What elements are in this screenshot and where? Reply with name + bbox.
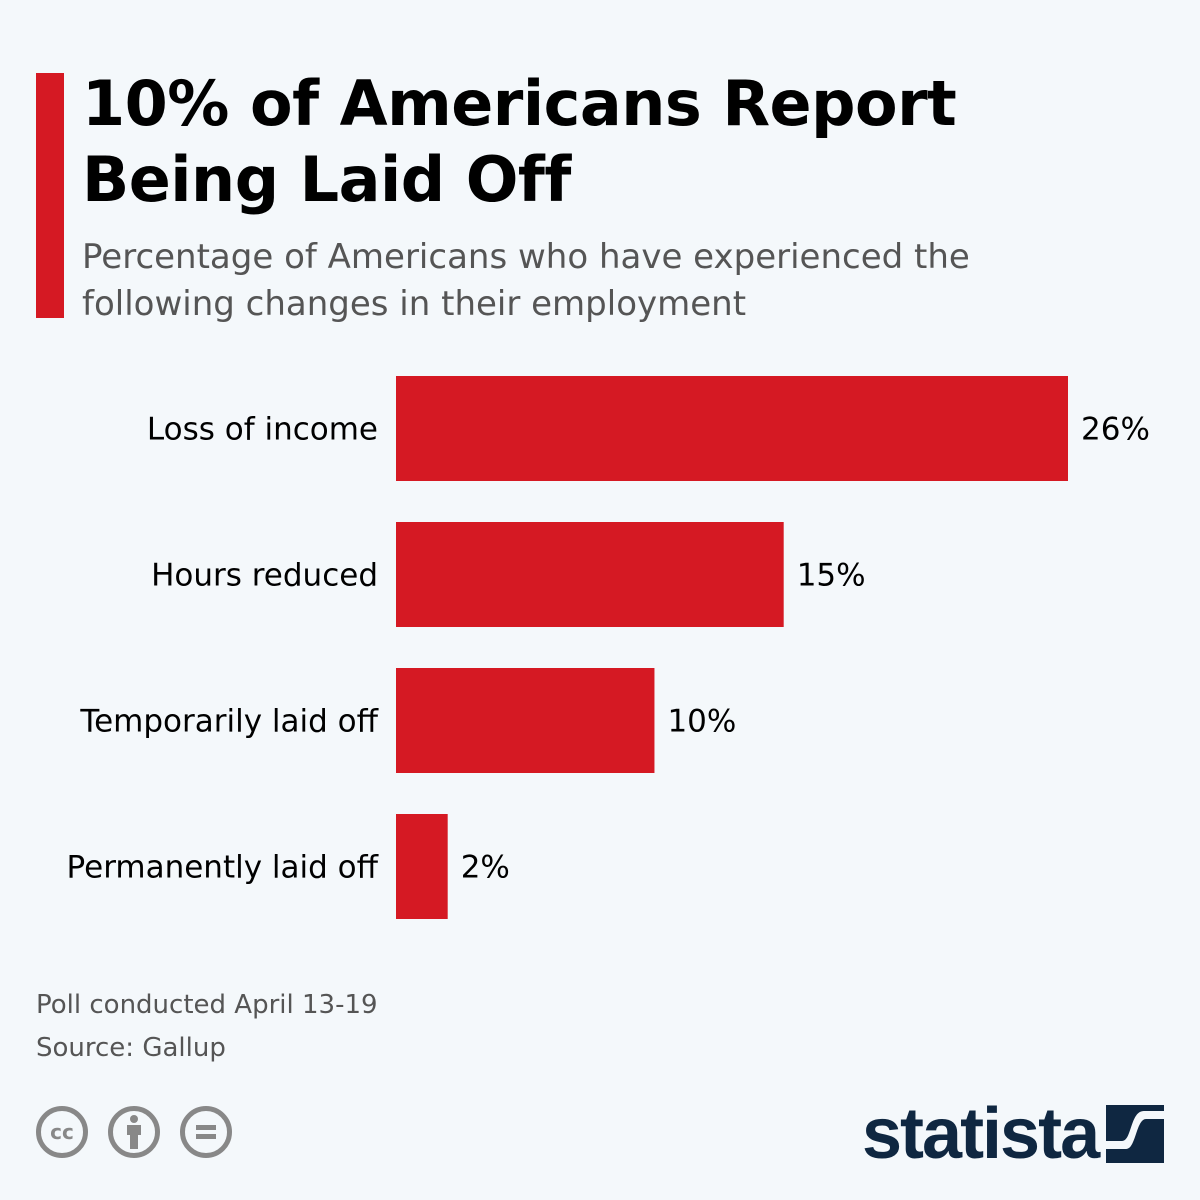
value-label: 2% — [461, 850, 510, 886]
chart-subtitle: Percentage of Americans who have experie… — [82, 237, 970, 324]
creative-commons-icon[interactable]: cc — [36, 1106, 88, 1158]
attribution-icon[interactable] — [108, 1106, 160, 1158]
bar — [396, 376, 1068, 481]
statista-logo-mark-icon — [1106, 1105, 1164, 1163]
category-label: Loss of income — [147, 412, 378, 448]
bar-chart: Loss of income 26% Hours reduced 15% Tempora… — [67, 376, 1150, 919]
chart-title: 10% of Americans Report Being Laid Off — [82, 67, 957, 216]
category-label: Hours reduced — [151, 558, 378, 594]
category-label: Temporarily laid off — [79, 704, 378, 740]
value-label: 26% — [1081, 412, 1150, 448]
bar — [396, 522, 784, 627]
value-label: 10% — [667, 704, 736, 740]
no-derivatives-icon[interactable] — [180, 1106, 232, 1158]
category-label: Permanently laid off — [67, 850, 379, 886]
bar — [396, 814, 448, 919]
value-label: 15% — [797, 558, 866, 594]
title-accent-bar — [36, 73, 64, 318]
source-note: Source: Gallup — [36, 1033, 226, 1063]
bar — [396, 668, 655, 773]
poll-note: Poll conducted April 13-19 — [36, 990, 378, 1020]
statista-logo[interactable]: statista — [862, 1094, 1100, 1174]
